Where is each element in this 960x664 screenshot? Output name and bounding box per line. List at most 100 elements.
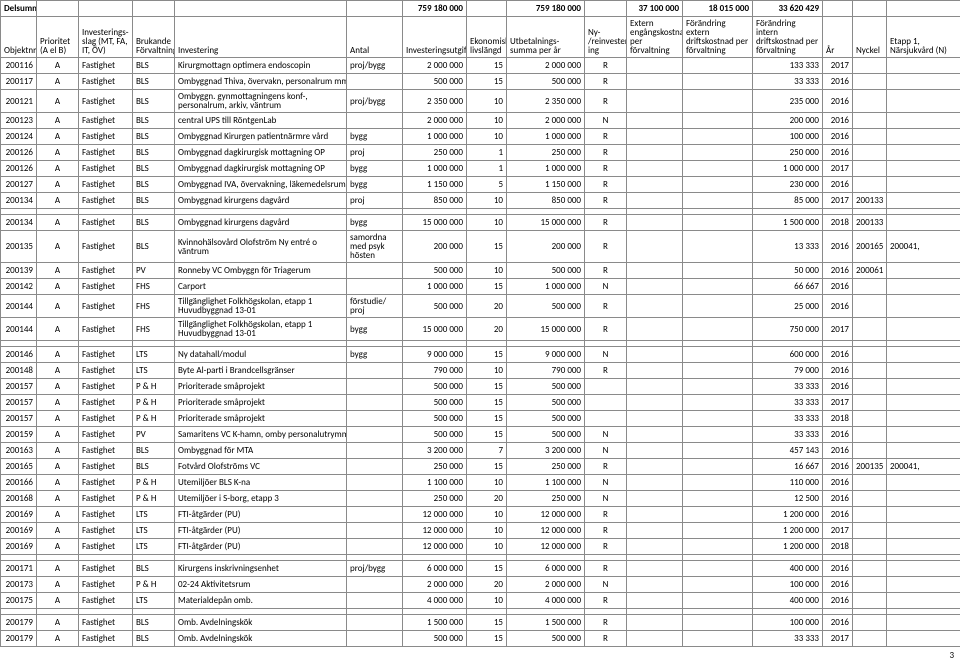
col-slag: Investerings-slag (MT, FA, IT, ÖV) — [79, 17, 133, 58]
cell-utgift: 250 000 — [403, 459, 467, 475]
col-objektnr: Objektnr — [1, 17, 37, 58]
cell-nyr: R — [585, 177, 627, 193]
cell-investering: Fotvård Olofströms VC — [175, 459, 347, 475]
cell-exteng — [627, 395, 683, 411]
cell-bruk: P & H — [133, 395, 175, 411]
cell-nyckel — [853, 427, 887, 443]
cell-fext — [683, 631, 753, 647]
cell-antal: proj/bygg — [347, 561, 403, 577]
table-row: 200169AFastighetLTSFTI-åtgärder (PU)12 0… — [1, 507, 960, 523]
table-row: 200126AFastighetBLSOmbyggnad dagkirurgis… — [1, 145, 960, 161]
cell-bruk: BLS — [133, 90, 175, 113]
cell-utbet: 9 000 000 — [507, 347, 585, 363]
cell-etapp — [887, 161, 960, 177]
cell-bruk: P & H — [133, 491, 175, 507]
cell-bruk: BLS — [133, 113, 175, 129]
cell-ar: 2016 — [823, 129, 853, 145]
cell-utgift: 500 000 — [403, 263, 467, 279]
cell-etapp — [887, 145, 960, 161]
col-nyckel: Nyckel — [853, 17, 887, 58]
table-row: 200169AFastighetLTSFTI-åtgärder (PU)12 0… — [1, 523, 960, 539]
cell-utgift: 2 000 000 — [403, 58, 467, 74]
cell-objektnr: 200168 — [1, 491, 37, 507]
cell-bruk: BLS — [133, 561, 175, 577]
cell-investering: Kvinnohälsovård Olofström Ny entré o vän… — [175, 231, 347, 263]
table-row: 200124AFastighetBLSOmbyggnad Kirurgen pa… — [1, 129, 960, 145]
cell-liv: 10 — [467, 193, 507, 209]
cell-fint: 50 000 — [753, 263, 823, 279]
cell-etapp — [887, 347, 960, 363]
cell-bruk: BLS — [133, 177, 175, 193]
cell-bruk: P & H — [133, 577, 175, 593]
cell-bruk: FHS — [133, 279, 175, 295]
cell-liv: 7 — [467, 443, 507, 459]
cell-fint: 1 000 000 — [753, 161, 823, 177]
cell-utgift: 500 000 — [403, 631, 467, 647]
cell-bruk: LTS — [133, 347, 175, 363]
cell-ar: 2016 — [823, 145, 853, 161]
cell-exteng — [627, 231, 683, 263]
cell-nyr — [585, 379, 627, 395]
cell-nyr: R — [585, 523, 627, 539]
table-row: 200157AFastighetP & HPrioriterade småpro… — [1, 411, 960, 427]
cell-prio: A — [37, 593, 79, 609]
cell-utgift: 500 000 — [403, 427, 467, 443]
cell-liv: 15 — [467, 459, 507, 475]
table-row: 200127AFastighetBLSOmbyggnad IVA, överva… — [1, 177, 960, 193]
cell-objektnr: 200135 — [1, 231, 37, 263]
cell-exteng — [627, 74, 683, 90]
col-fext: Förändring extern driftskostnad per förv… — [683, 17, 753, 58]
cell-bruk: BLS — [133, 129, 175, 145]
cell-utgift: 1 100 000 — [403, 475, 467, 491]
cell-investering: Kirurgens inskrivningsenhet — [175, 561, 347, 577]
cell-objektnr: 200121 — [1, 90, 37, 113]
cell-nyr: R — [585, 263, 627, 279]
cell-ar: 2016 — [823, 177, 853, 193]
cell-utgift: 1 500 000 — [403, 615, 467, 631]
cell-fint: 85 000 — [753, 193, 823, 209]
cell-prio: A — [37, 459, 79, 475]
cell-nyr: R — [585, 193, 627, 209]
cell-exteng — [627, 129, 683, 145]
cell-slag: Fastighet — [79, 507, 133, 523]
cell-antal: bygg — [347, 161, 403, 177]
cell-fint: 235 000 — [753, 90, 823, 113]
cell-nyckel — [853, 145, 887, 161]
cell-etapp: 200041, — [887, 231, 960, 263]
cell-fint: 230 000 — [753, 177, 823, 193]
cell-exteng — [627, 113, 683, 129]
cell-etapp — [887, 129, 960, 145]
cell-liv: 15 — [467, 58, 507, 74]
cell-objektnr: 200123 — [1, 113, 37, 129]
cell-etapp — [887, 475, 960, 491]
cell-etapp — [887, 90, 960, 113]
cell-exteng — [627, 561, 683, 577]
cell-slag: Fastighet — [79, 193, 133, 209]
cell-fext — [683, 475, 753, 491]
budget-table: Delsumma759 180 000759 180 00037 100 000… — [0, 0, 960, 647]
cell-ar: 2017 — [823, 395, 853, 411]
cell-nyr: R — [585, 593, 627, 609]
cell-slag: Fastighet — [79, 427, 133, 443]
cell-exteng — [627, 295, 683, 318]
cell-prio: A — [37, 577, 79, 593]
cell-investering: Ombyggnad dagkirurgisk mottagning OP — [175, 161, 347, 177]
cell-fext — [683, 263, 753, 279]
cell-utgift: 2 350 000 — [403, 90, 467, 113]
cell-etapp — [887, 177, 960, 193]
cell-etapp — [887, 363, 960, 379]
cell-investering: Ombyggnad Thiva, övervakn, personalrum m… — [175, 74, 347, 90]
cell-etapp — [887, 443, 960, 459]
cell-nyckel — [853, 507, 887, 523]
table-row: 200175AFastighetLTSMaterialdepån omb.4 0… — [1, 593, 960, 609]
cell-fint: 110 000 — [753, 475, 823, 491]
cell-investering: Samaritens VC K-hamn, omby personalutrym… — [175, 427, 347, 443]
table-row: 200146AFastighetLTSNy datahall/modulbygg… — [1, 347, 960, 363]
cell-fext — [683, 177, 753, 193]
cell-fext — [683, 113, 753, 129]
cell-fint: 600 000 — [753, 347, 823, 363]
cell-exteng — [627, 193, 683, 209]
cell-antal — [347, 74, 403, 90]
cell-investering: Ombyggnad Kirurgen patientnärmre vård — [175, 129, 347, 145]
cell-etapp — [887, 279, 960, 295]
